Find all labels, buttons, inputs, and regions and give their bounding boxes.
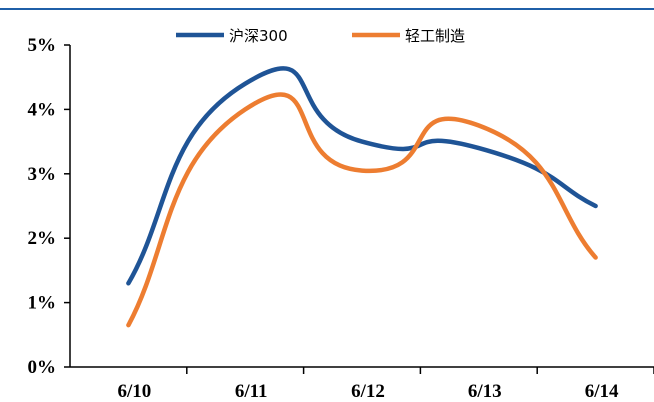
x-tick-label: 6/13 — [468, 381, 502, 402]
y-tick-label: 0% — [28, 357, 57, 378]
y-tick-label: 1% — [28, 293, 57, 314]
x-tick-label: 6/14 — [585, 381, 619, 402]
y-tick-label: 5% — [28, 35, 57, 56]
y-tick-label: 2% — [28, 228, 57, 249]
header-rule — [0, 8, 654, 10]
series-line-1 — [126, 66, 598, 286]
x-tick-label: 6/12 — [351, 381, 385, 402]
legend-label-2: 轻工制造 — [405, 27, 465, 45]
x-tick-label: 6/10 — [118, 381, 152, 402]
legend-label-1: 沪深300 — [229, 27, 288, 45]
y-tick-label: 3% — [28, 164, 57, 185]
y-tick-label: 4% — [28, 99, 57, 120]
series-line-2 — [126, 92, 598, 328]
x-tick-label: 6/11 — [235, 381, 268, 402]
